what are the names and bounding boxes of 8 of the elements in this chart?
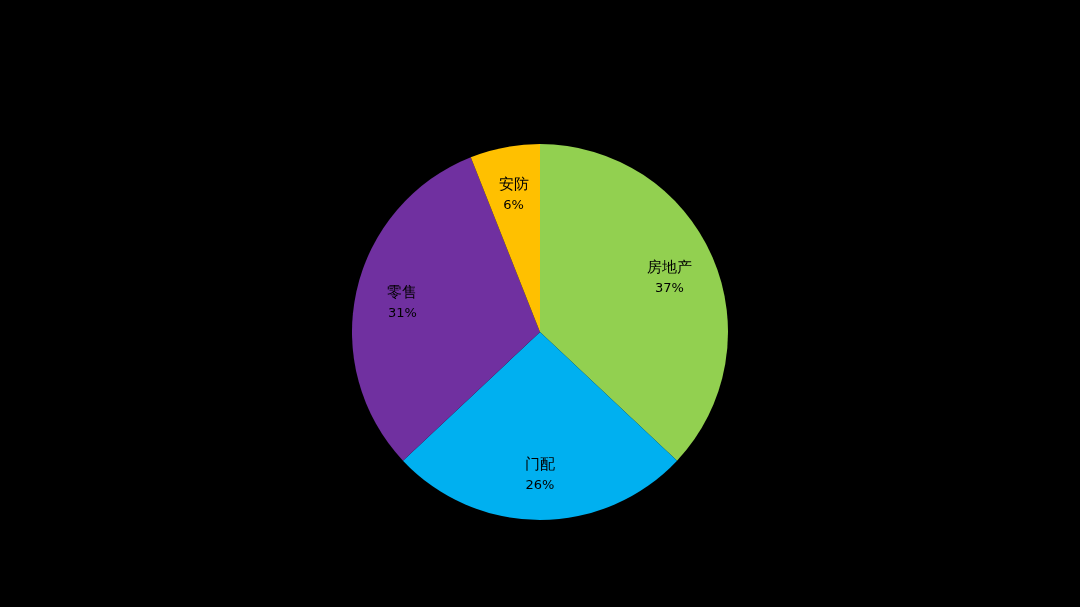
data-label: 37% [654, 280, 684, 295]
data-label: 26% [525, 477, 555, 492]
data-label: 31% [387, 305, 417, 321]
slice-label: 安防 [498, 175, 529, 194]
slice-label: 房地产 [646, 258, 692, 276]
slice-label: 零售 [387, 283, 418, 302]
data-label: 6% [503, 197, 524, 213]
slice-label: 门配 [525, 455, 555, 473]
